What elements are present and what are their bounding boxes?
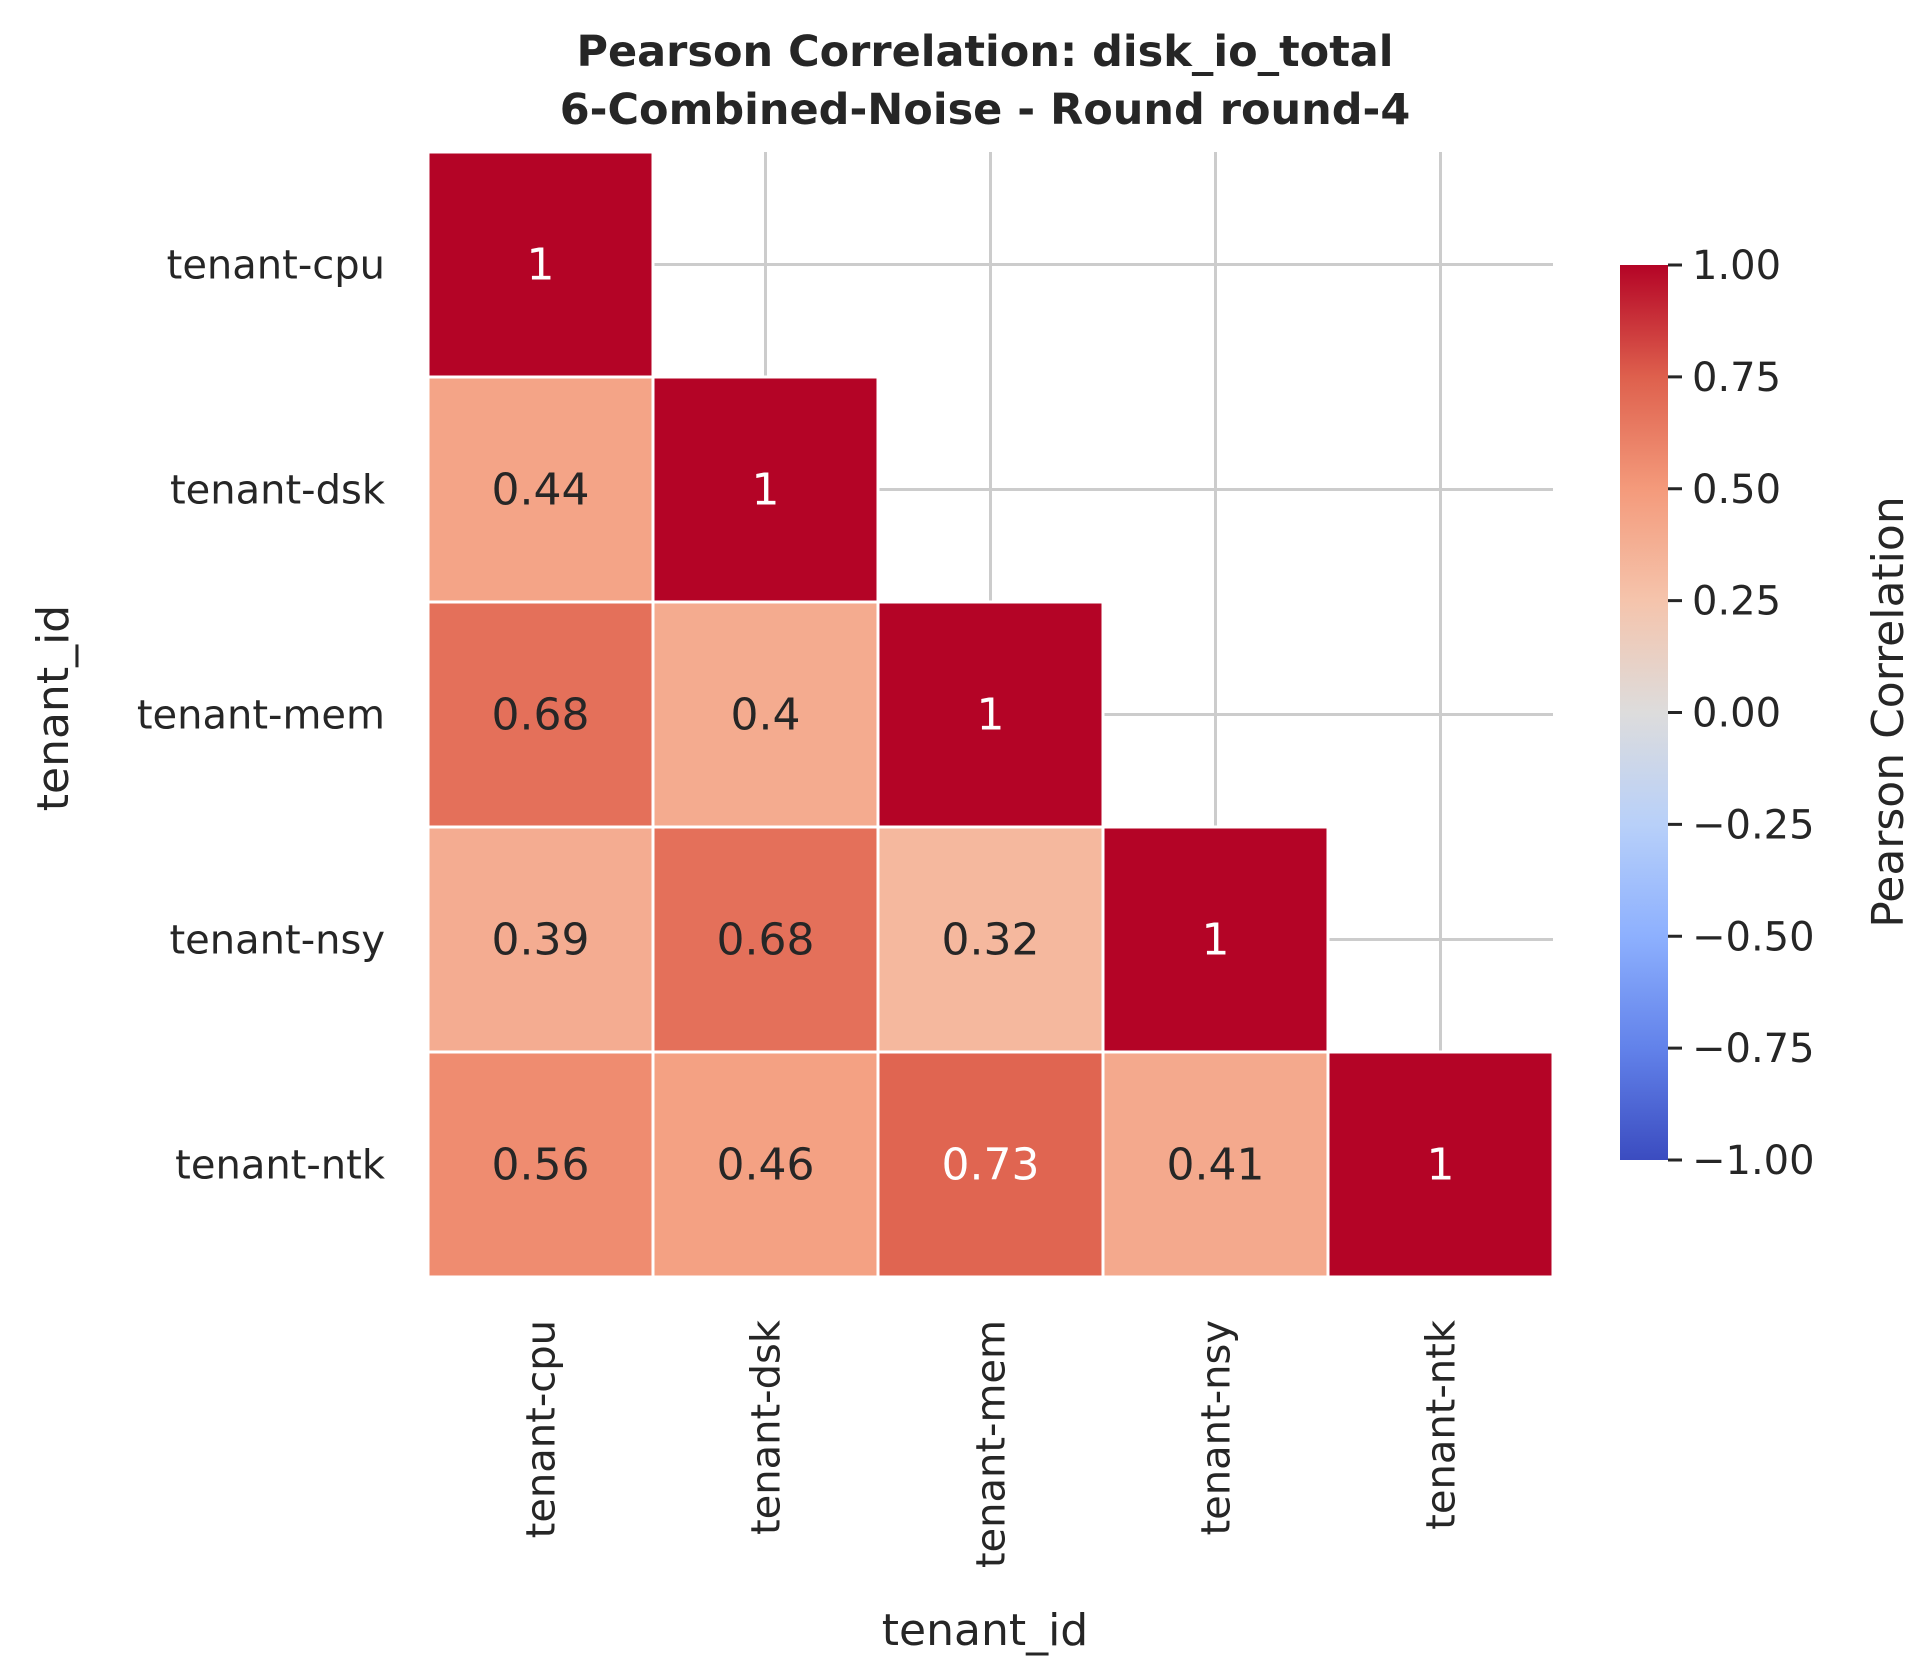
colorbar-tick-label: 1.00 [1692,243,1781,289]
cell-value-label: 0.4 [731,690,801,741]
colorbar [1620,265,1668,1160]
heatmap-cell [651,600,880,829]
heatmap-cell [426,375,655,604]
x-axis-label: tenant_id [882,1605,1088,1656]
cell-value-label: 0.32 [942,915,1040,966]
y-tick-labels: tenant-cpu tenant-dsk tenant-mem tenant-nsy… [137,243,386,1189]
heatmap-cell [426,600,655,829]
cell-labels: 10.44 10.68 0.4 10.39 0.68 0.32 10.56 0.46 0.73 0… [492,240,1455,1191]
x-tick-labels: tenant-cpu tenant-dsk tenant-mem tenant-nsy… [519,1319,1465,1568]
cell-value-label: 0.44 [492,465,590,516]
cell-value-label: 1 [1427,1140,1455,1191]
cell-value-label: 0.46 [717,1140,815,1191]
x-tick-label: tenant-cpu [519,1320,565,1538]
y-tick-label: tenant-cpu [167,243,385,289]
chart-subtitle: 6-Combined-Noise - Round round-4 [560,85,1411,135]
heatmap-cell [876,1050,1105,1279]
colorbar-tick-label: 0.75 [1692,355,1781,401]
cell-value-label: 1 [527,240,555,291]
heatmap-cell [651,825,880,1054]
heatmap-cell [1101,825,1330,1054]
heatmap-cell [1326,1050,1555,1279]
heatmap-cells [426,150,1555,1279]
x-tick-label: tenant-ntk [1419,1319,1465,1530]
colorbar-tick-label: −0.50 [1692,914,1815,960]
heatmap-cell [426,825,655,1054]
colorbar-tick-label: −1.00 [1692,1138,1815,1184]
colorbar-tick-label: −0.25 [1692,802,1815,848]
cell-value-label: 0.56 [492,1140,590,1191]
cell-value-label: 1 [977,690,1005,741]
y-tick-label: tenant-mem [137,693,385,739]
cell-value-label: 1 [1202,915,1230,966]
heatmap-cell [876,600,1105,829]
heatmap-cell [651,1050,880,1279]
colorbar-tick-label: 0.00 [1692,691,1781,737]
heatmap-cell [426,150,655,379]
cell-value-label: 1 [752,465,780,516]
colorbar-ticks: 1.00 0.75 0.50 0.25 0.00 −0.25 −0.50 −0.75 −1.00 [1668,243,1815,1184]
cell-value-label: 0.68 [492,690,590,741]
colorbar-label: Pearson Correlation [1863,496,1914,927]
cell-value-label: 0.73 [942,1140,1040,1191]
x-tick-label: tenant-nsy [1194,1320,1240,1536]
colorbar-tick-label: 0.25 [1692,579,1781,625]
heatmap-cell [1101,1050,1330,1279]
y-tick-label: tenant-ntk [175,1143,386,1189]
cell-value-label: 0.68 [717,915,815,966]
colorbar-tick-label: 0.50 [1692,467,1781,513]
cell-value-label: 0.41 [1167,1140,1265,1191]
y-tick-label: tenant-nsy [170,918,386,964]
cell-value-label: 0.39 [492,915,590,966]
x-tick-label: tenant-mem [969,1320,1015,1568]
chart-title: Pearson Correlation: disk_io_total [576,27,1393,77]
colorbar-tick-label: −0.75 [1692,1026,1815,1072]
heatmap-cell [426,1050,655,1279]
x-tick-label: tenant-dsk [744,1319,790,1535]
heatmap-cell [876,825,1105,1054]
y-axis-label: tenant_id [28,605,79,811]
y-tick-label: tenant-dsk [170,468,386,514]
